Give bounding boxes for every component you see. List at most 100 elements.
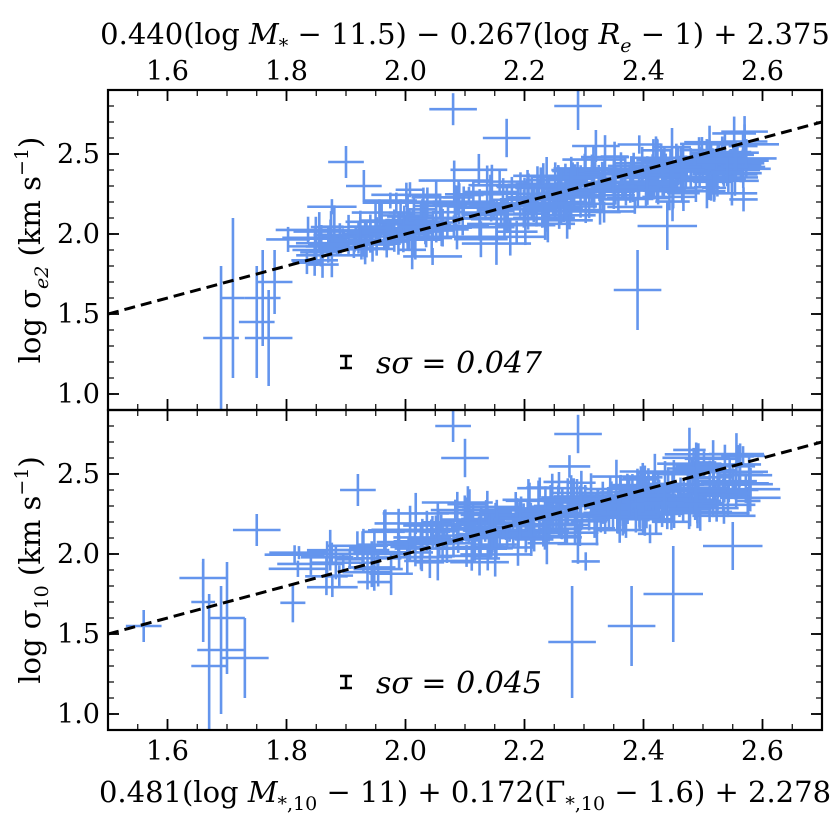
data-point-outlier bbox=[256, 250, 293, 314]
data-point bbox=[342, 554, 393, 590]
data-point bbox=[568, 196, 604, 224]
data-point-outlier bbox=[613, 250, 662, 330]
data-point bbox=[642, 138, 672, 162]
data-point-outlier bbox=[637, 202, 698, 250]
panel-top-ylabel: log σe2 (km s−1) bbox=[11, 137, 53, 364]
y-tick-label: 2.0 bbox=[57, 539, 100, 570]
data-point bbox=[280, 583, 306, 623]
data-point bbox=[375, 541, 439, 573]
data-point-outlier bbox=[572, 130, 620, 162]
data-point bbox=[343, 221, 374, 254]
data-point bbox=[438, 538, 508, 559]
data-point bbox=[637, 524, 663, 544]
data-point-outlier bbox=[346, 170, 382, 202]
data-point bbox=[617, 135, 661, 154]
data-point-outlier bbox=[548, 586, 596, 698]
bottom-x-tick-label: 2.0 bbox=[384, 736, 427, 767]
data-point bbox=[395, 182, 425, 198]
data-point-outlier bbox=[203, 266, 239, 410]
data-point bbox=[421, 491, 493, 514]
data-point bbox=[597, 156, 654, 200]
data-point bbox=[668, 450, 726, 487]
bottom-x-tick-label: 2.2 bbox=[503, 736, 546, 767]
data-point bbox=[307, 199, 357, 215]
top-x-tick-label: 2.6 bbox=[741, 56, 784, 87]
panel-bottom-annotation: sσ = 0.045 bbox=[376, 666, 542, 701]
data-point bbox=[357, 573, 392, 591]
data-point-outlier bbox=[328, 146, 364, 178]
data-point bbox=[382, 492, 449, 534]
svg-text:0.440(log M* − 11.5) − 0.267(l: 0.440(log M* − 11.5) − 0.267(log Re − 1)… bbox=[100, 17, 830, 57]
data-point-outlier bbox=[221, 218, 245, 378]
panel-bottom-ylabel: log σ10 (km s−1) bbox=[11, 456, 53, 684]
top-x-tick-label: 2.4 bbox=[622, 56, 665, 87]
data-point bbox=[571, 552, 600, 571]
scatter-error-bar bbox=[340, 674, 352, 690]
data-point-outlier bbox=[554, 414, 602, 454]
data-point bbox=[587, 201, 621, 223]
data-point bbox=[653, 127, 691, 167]
svg-text:log σ10 (km s−1): log σ10 (km s−1) bbox=[11, 456, 53, 684]
data-point bbox=[593, 169, 638, 205]
data-point-outlier bbox=[643, 546, 703, 642]
data-point bbox=[636, 151, 705, 189]
data-point bbox=[268, 560, 328, 577]
y-tick-label: 1.5 bbox=[57, 619, 100, 650]
data-point bbox=[665, 447, 723, 481]
data-point bbox=[651, 513, 692, 530]
data-point bbox=[307, 225, 349, 263]
data-point bbox=[431, 200, 465, 224]
panel-bottom-points bbox=[108, 410, 822, 730]
data-point bbox=[495, 220, 538, 243]
data-point bbox=[275, 216, 341, 244]
data-point-outlier bbox=[340, 474, 376, 506]
data-point bbox=[306, 577, 358, 598]
data-point bbox=[644, 491, 685, 515]
data-point-outlier bbox=[554, 90, 602, 130]
data-point-outlier bbox=[209, 562, 245, 674]
data-point-outlier bbox=[179, 558, 227, 598]
data-point bbox=[334, 210, 387, 251]
svg-text:log σe2 (km s−1): log σe2 (km s−1) bbox=[11, 137, 53, 364]
data-point-outlier bbox=[703, 522, 763, 570]
data-point bbox=[505, 502, 556, 537]
top-x-tick-label: 1.6 bbox=[146, 56, 189, 87]
panel-top-points bbox=[108, 90, 822, 410]
data-point bbox=[306, 542, 357, 566]
data-point bbox=[702, 173, 727, 202]
data-point bbox=[625, 474, 691, 518]
data-point bbox=[680, 137, 724, 151]
data-point-outlier bbox=[435, 410, 471, 442]
data-point bbox=[469, 523, 502, 542]
data-point bbox=[734, 486, 761, 515]
data-point bbox=[620, 474, 677, 507]
data-point-outlier bbox=[125, 610, 162, 642]
data-point-outlier bbox=[232, 514, 281, 546]
data-point bbox=[561, 512, 603, 528]
data-point-outlier bbox=[244, 290, 293, 386]
y-tick-label: 2.5 bbox=[57, 139, 100, 170]
fit-line bbox=[108, 440, 822, 636]
data-point bbox=[571, 512, 608, 531]
data-point-outlier bbox=[197, 586, 245, 714]
data-point bbox=[692, 507, 756, 524]
data-point bbox=[644, 502, 683, 522]
data-point-outlier bbox=[482, 118, 531, 158]
data-point bbox=[481, 499, 512, 524]
data-point bbox=[369, 218, 408, 249]
data-point bbox=[363, 192, 417, 209]
data-point bbox=[548, 455, 591, 478]
data-point bbox=[583, 504, 632, 522]
bottom-x-tick-label: 1.6 bbox=[146, 736, 189, 767]
y-tick-label: 1.5 bbox=[57, 299, 100, 330]
panel-top-annotation: sσ = 0.047 bbox=[376, 346, 543, 381]
top-x-tick-label: 1.8 bbox=[265, 56, 308, 87]
data-point bbox=[393, 533, 462, 550]
data-point-outlier bbox=[221, 618, 269, 698]
y-tick-label: 1.0 bbox=[57, 699, 100, 730]
y-tick-label: 1.0 bbox=[57, 379, 100, 410]
data-point bbox=[421, 515, 451, 549]
data-point bbox=[397, 538, 434, 567]
data-point bbox=[607, 200, 663, 214]
data-point-outlier bbox=[292, 234, 341, 266]
